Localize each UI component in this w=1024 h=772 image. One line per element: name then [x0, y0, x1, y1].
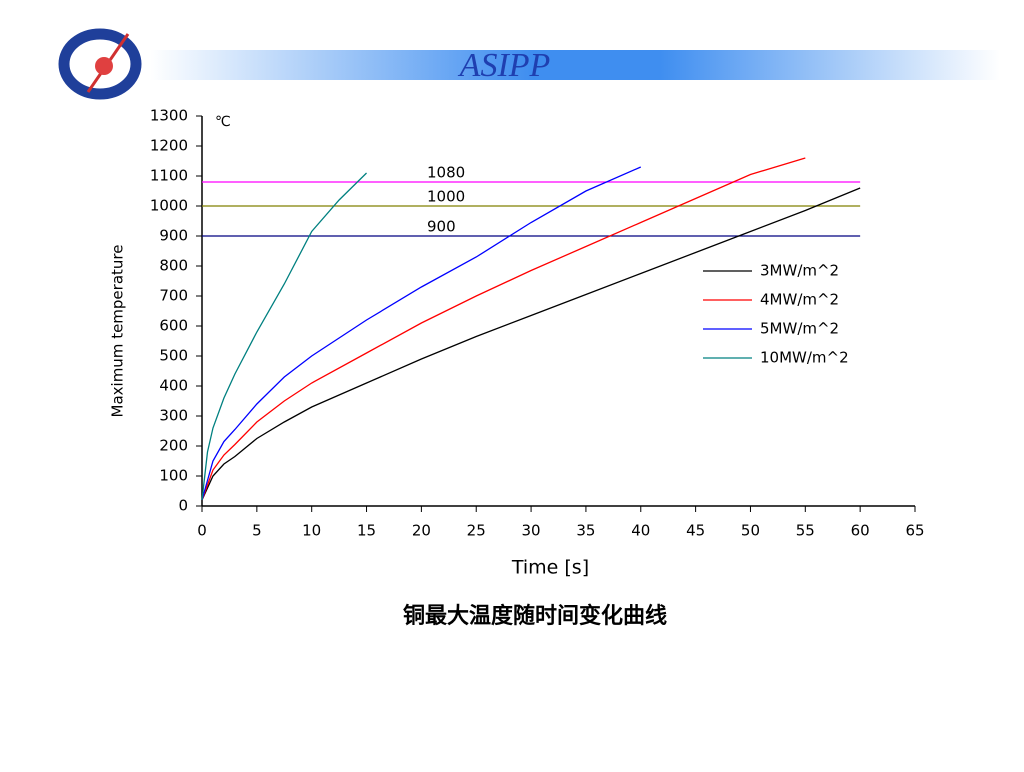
data-line	[201, 157, 806, 501]
y-tick-label: 300	[159, 407, 188, 425]
header-bar	[150, 50, 1000, 80]
legend-label: 3MW/m^2	[760, 262, 839, 280]
x-tick-label: 35	[576, 522, 595, 540]
y-tick-label: 100	[159, 467, 188, 485]
x-tick-label: 10	[302, 522, 321, 540]
x-tick-label: 55	[796, 522, 815, 540]
x-tick-label: 20	[412, 522, 431, 540]
x-tick-label: 0	[197, 522, 207, 540]
reference-label: 1080	[427, 164, 465, 182]
y-tick-label: 800	[159, 257, 188, 275]
y-tick-label: 600	[159, 317, 188, 335]
y-tick-label: 0	[178, 497, 188, 515]
chart: 0100200300400500600700800900100011001200…	[109, 107, 925, 579]
header-title: ASIPP	[458, 47, 551, 84]
y-unit: ℃	[215, 114, 231, 130]
y-tick-label: 1000	[150, 197, 188, 215]
x-axis-label: Time [s]	[511, 557, 589, 579]
x-tick-label: 60	[851, 522, 870, 540]
caption: 铜最大温度随时间变化曲线	[403, 603, 667, 629]
logo	[58, 28, 142, 100]
y-axis-label: Maximum temperature	[109, 245, 127, 418]
x-tick-label: 5	[252, 522, 262, 540]
x-tick-label: 40	[631, 522, 650, 540]
x-tick-label: 30	[522, 522, 541, 540]
legend-label: 4MW/m^2	[760, 291, 839, 309]
reference-label: 900	[427, 218, 456, 236]
y-tick-label: 900	[159, 227, 188, 245]
y-tick-label: 1300	[150, 107, 188, 125]
y-tick-label: 700	[159, 287, 188, 305]
data-line	[201, 166, 642, 501]
data-line	[201, 172, 367, 501]
x-tick-label: 50	[741, 522, 760, 540]
y-tick-label: 500	[159, 347, 188, 365]
legend-label: 5MW/m^2	[760, 320, 839, 338]
x-tick-label: 15	[357, 522, 376, 540]
y-tick-label: 200	[159, 437, 188, 455]
y-tick-label: 1200	[150, 137, 188, 155]
y-tick-label: 1100	[150, 167, 188, 185]
y-tick-label: 400	[159, 377, 188, 395]
x-tick-label: 65	[905, 522, 924, 540]
legend-label: 10MW/m^2	[760, 349, 849, 367]
x-tick-label: 45	[686, 522, 705, 540]
data-line	[201, 187, 861, 501]
reference-label: 1000	[427, 188, 465, 206]
x-tick-label: 25	[467, 522, 486, 540]
